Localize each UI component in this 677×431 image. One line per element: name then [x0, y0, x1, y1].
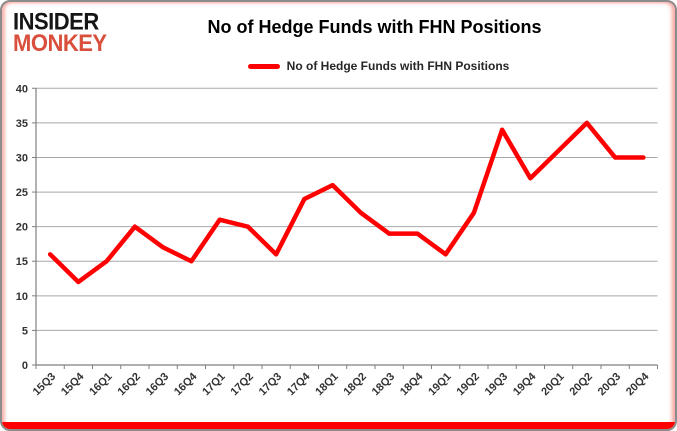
logo-line1: INSIDER — [13, 7, 99, 35]
x-tick-label: 20Q3 — [596, 371, 624, 399]
x-tick-label: 17Q4 — [285, 370, 313, 398]
x-tick-label: 18Q1 — [313, 371, 341, 399]
x-tick-label: 16Q3 — [144, 371, 172, 399]
x-tick-label: 19Q1 — [426, 371, 454, 399]
x-tick-label: 19Q2 — [454, 371, 482, 399]
y-tick-label: 35 — [16, 118, 28, 130]
x-tick-label: 16Q1 — [87, 371, 115, 399]
x-tick-label: 16Q4 — [172, 370, 200, 398]
x-tick-label: 16Q2 — [115, 371, 143, 399]
y-tick-label: 0 — [22, 360, 28, 372]
x-tick-label: 17Q1 — [200, 371, 228, 399]
legend-label: No of Hedge Funds with FHN Positions — [286, 59, 510, 73]
x-tick-label: 17Q2 — [228, 371, 256, 399]
legend-line-swatch — [247, 63, 280, 69]
y-tick-label: 5 — [22, 325, 28, 337]
x-tick-label: 15Q4 — [59, 370, 87, 398]
chart-title: No of Hedge Funds with FHN Positions — [207, 17, 542, 37]
x-tick-label: 18Q3 — [370, 371, 398, 399]
x-tick-label: 18Q2 — [341, 371, 369, 399]
y-tick-label: 20 — [16, 222, 28, 234]
bottom-accent-bar — [2, 422, 675, 429]
insider-monkey-logo: INSIDER MONKEY — [13, 7, 107, 57]
y-tick-label: 15 — [16, 256, 28, 268]
x-tick-label: 19Q3 — [483, 371, 511, 399]
legend: No of Hedge Funds with FHN Positions — [42, 59, 675, 73]
y-tick-label: 25 — [16, 187, 28, 199]
series-line — [47, 120, 646, 285]
y-tick-label: 40 — [16, 83, 28, 95]
y-tick-label: 10 — [16, 291, 28, 303]
logo-line2: MONKEY — [13, 29, 107, 57]
x-tick-label: 17Q3 — [257, 371, 285, 399]
x-tick-label: 20Q2 — [567, 371, 595, 399]
x-tick-label: 19Q4 — [511, 370, 539, 398]
x-tick-label: 18Q4 — [398, 370, 426, 398]
x-tick-label: 15Q3 — [31, 371, 59, 399]
x-tick-label: 20Q1 — [539, 371, 567, 399]
x-tick-label: 20Q4 — [624, 370, 652, 398]
y-tick-label: 30 — [16, 152, 28, 164]
